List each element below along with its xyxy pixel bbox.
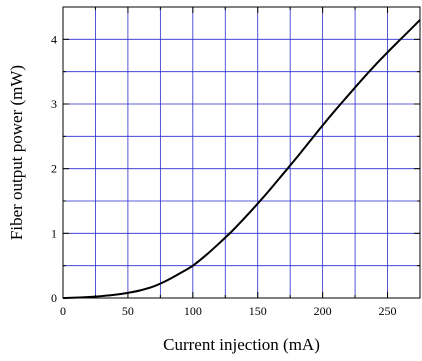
y-axis-title: Fiber output power (mW) [7,65,26,240]
y-tick-label: 2 [51,162,57,176]
x-tick-label: 150 [249,304,267,318]
y-tick-label: 3 [51,97,57,111]
y-tick-label: 1 [51,226,57,240]
grid-lines [63,7,420,298]
plot-frame [62,6,421,299]
x-tick-label: 250 [379,304,397,318]
x-tick-label: 0 [60,304,66,318]
axis-ticks [62,6,421,299]
tick-labels: 0 50 100 150 200 250 0 1 2 3 4 [51,32,397,318]
series-line [62,19,421,299]
x-tick-label: 200 [314,304,332,318]
x-tick-label: 50 [122,304,134,318]
x-axis-title: Current injection (mA) [163,335,320,354]
y-tick-label: 0 [51,291,57,305]
x-tick-label: 100 [184,304,202,318]
y-tick-label: 4 [51,32,57,46]
